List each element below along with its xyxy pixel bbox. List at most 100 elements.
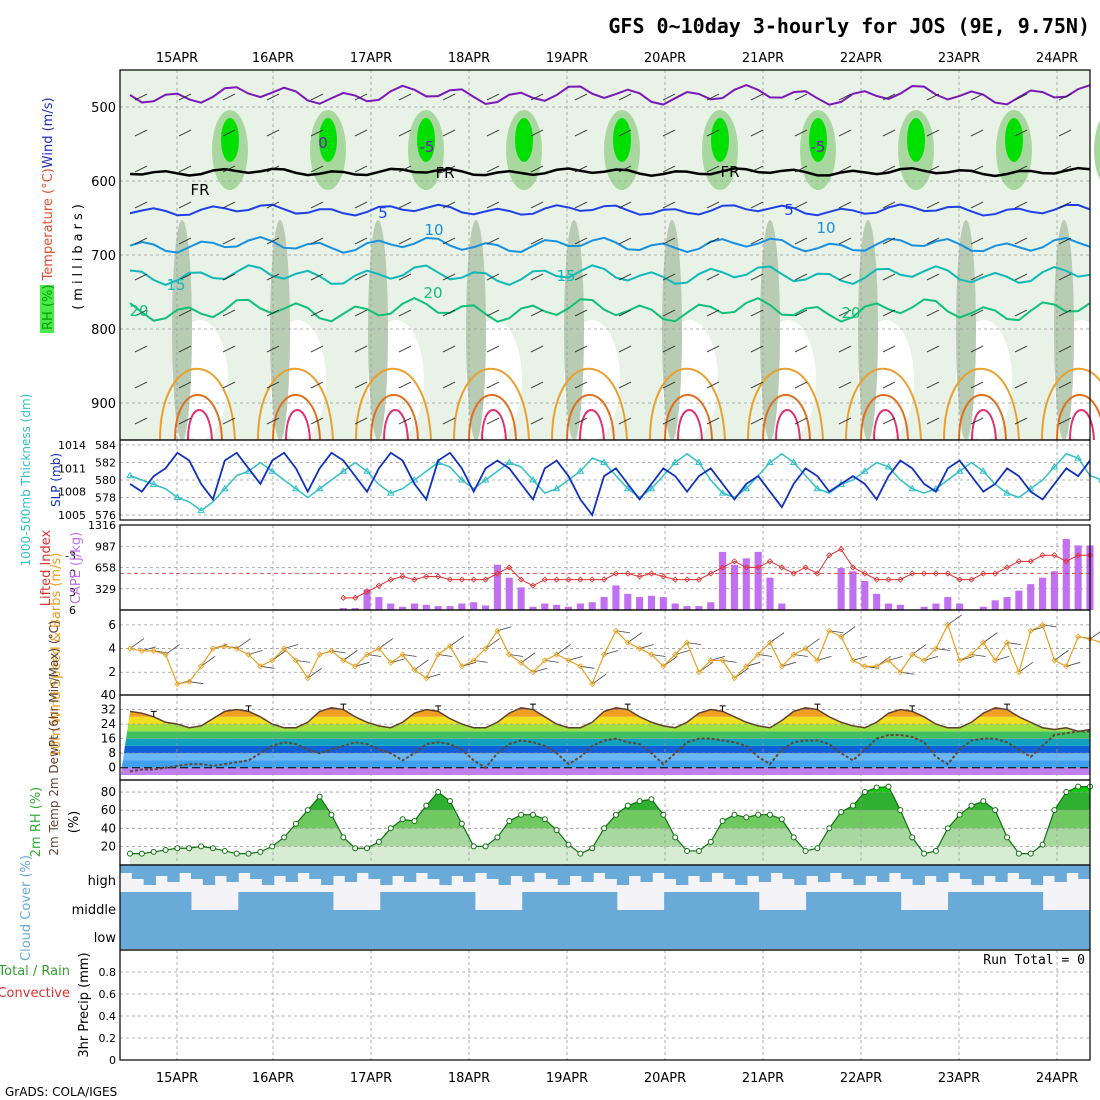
maxmin-whisker xyxy=(340,703,347,710)
maxmin-whisker xyxy=(150,710,157,717)
rh2m-marker xyxy=(778,816,785,823)
cloud-high-bar xyxy=(522,865,535,882)
wind-barb-10m xyxy=(378,638,394,649)
wind-barb xyxy=(442,417,456,425)
wind-barb xyxy=(882,309,896,317)
wind-barb xyxy=(750,93,764,101)
cloud-high-bar xyxy=(332,865,346,876)
li-marker xyxy=(766,558,774,565)
wind10m-marker xyxy=(269,657,276,664)
rh2m-marker xyxy=(541,816,548,823)
cloud-mid-low-bar xyxy=(569,892,582,949)
wind10m-marker xyxy=(257,663,264,670)
wind-barb xyxy=(1014,129,1028,137)
isotherm-loop-darkorange xyxy=(958,394,1007,441)
rh2m-marker xyxy=(257,848,264,855)
li-marker xyxy=(589,576,596,583)
maxmin-whisker xyxy=(529,703,536,710)
wind-barb xyxy=(310,129,324,137)
wind-barb xyxy=(486,165,500,173)
wind-barb xyxy=(266,165,280,173)
rh2m-marker xyxy=(1063,789,1070,796)
cape-bar xyxy=(636,597,644,610)
wind-barb xyxy=(354,345,368,353)
isotherm-line xyxy=(129,203,1091,217)
wind10m-marker xyxy=(186,678,193,685)
cloud-mid-low-bar xyxy=(664,892,677,949)
cape-bar xyxy=(861,580,869,610)
wind-barb-10m xyxy=(449,635,465,647)
wind-barb xyxy=(882,93,896,101)
wind-barb xyxy=(750,237,764,245)
isotherm-loop-orange xyxy=(551,367,628,441)
li-marker xyxy=(1027,558,1034,565)
wind10m-marker xyxy=(470,657,477,664)
rh2m-marker xyxy=(719,818,726,825)
rh-legend-swatch xyxy=(40,285,54,333)
cape-bar xyxy=(470,602,478,610)
wind-barb xyxy=(1058,93,1072,101)
cloud-mid-low-bar xyxy=(675,892,689,949)
temp-band xyxy=(120,745,1090,754)
wind-barb xyxy=(354,201,368,209)
wind-barb-10m xyxy=(414,659,429,671)
cape-bar xyxy=(564,606,573,610)
li-marker xyxy=(897,576,904,583)
wind10m-marker xyxy=(624,639,631,646)
cloud-high-bar xyxy=(486,865,500,879)
rh2m-marker xyxy=(411,818,418,825)
cloud-mid-low-bar xyxy=(912,910,925,949)
cloud-high-bar xyxy=(131,865,145,879)
cloud-mid-low-bar xyxy=(167,892,180,949)
cloud-mid-low-bar xyxy=(534,892,547,949)
wind10m-marker xyxy=(316,651,323,658)
wind-tick: 2 xyxy=(108,665,116,679)
wind10m-marker xyxy=(304,675,311,682)
wind-barb xyxy=(574,201,588,209)
wind-barb xyxy=(750,381,764,389)
li-marker xyxy=(1051,552,1058,559)
li-marker xyxy=(956,576,963,583)
rh-blob-core xyxy=(613,118,631,162)
rh2m-marker xyxy=(743,814,750,821)
cloud-mid-low-bar xyxy=(711,892,724,949)
rh2m-marker xyxy=(470,843,477,850)
wind-barb xyxy=(530,165,544,173)
cape-bar xyxy=(1039,577,1047,610)
rh2m-marker xyxy=(364,845,371,852)
thickness-marker xyxy=(339,467,348,474)
thickness-marker xyxy=(1074,454,1083,461)
wind-barb xyxy=(134,345,148,353)
rh2m-marker xyxy=(648,796,655,803)
wind-barb xyxy=(398,381,412,389)
temp-tick: 0 xyxy=(108,761,116,775)
cloud-high-bar xyxy=(652,865,665,873)
wind-barb xyxy=(750,129,764,137)
thickness-tick: 576 xyxy=(95,509,116,522)
li-tick: -3 xyxy=(65,549,76,562)
cape-bar xyxy=(493,564,501,610)
wind10m-marker xyxy=(992,657,999,664)
li-marker xyxy=(719,564,726,571)
wind-barb xyxy=(178,165,192,173)
li-marker xyxy=(423,573,430,580)
wind-barb xyxy=(794,93,808,101)
wind-barb xyxy=(354,417,368,425)
cloud-mid-low-bar xyxy=(806,892,819,949)
wind-barb xyxy=(970,201,984,209)
cloud-mid-low-bar xyxy=(380,892,393,949)
wind-barb xyxy=(706,345,720,353)
wind-barb xyxy=(794,165,808,173)
wind10m-marker xyxy=(731,675,738,682)
li-marker xyxy=(849,564,857,571)
li-marker xyxy=(387,576,394,583)
wind-barb xyxy=(662,201,676,209)
thickness-tick: 584 xyxy=(95,439,116,452)
wind-barb xyxy=(618,345,632,353)
wind10m-marker xyxy=(529,669,537,676)
thickness-marker xyxy=(884,462,893,470)
wind-barb xyxy=(310,93,324,101)
contour-label: 15 xyxy=(556,267,575,285)
rh2m-marker xyxy=(1039,841,1046,848)
cloud-mid-low-bar xyxy=(1066,910,1079,949)
